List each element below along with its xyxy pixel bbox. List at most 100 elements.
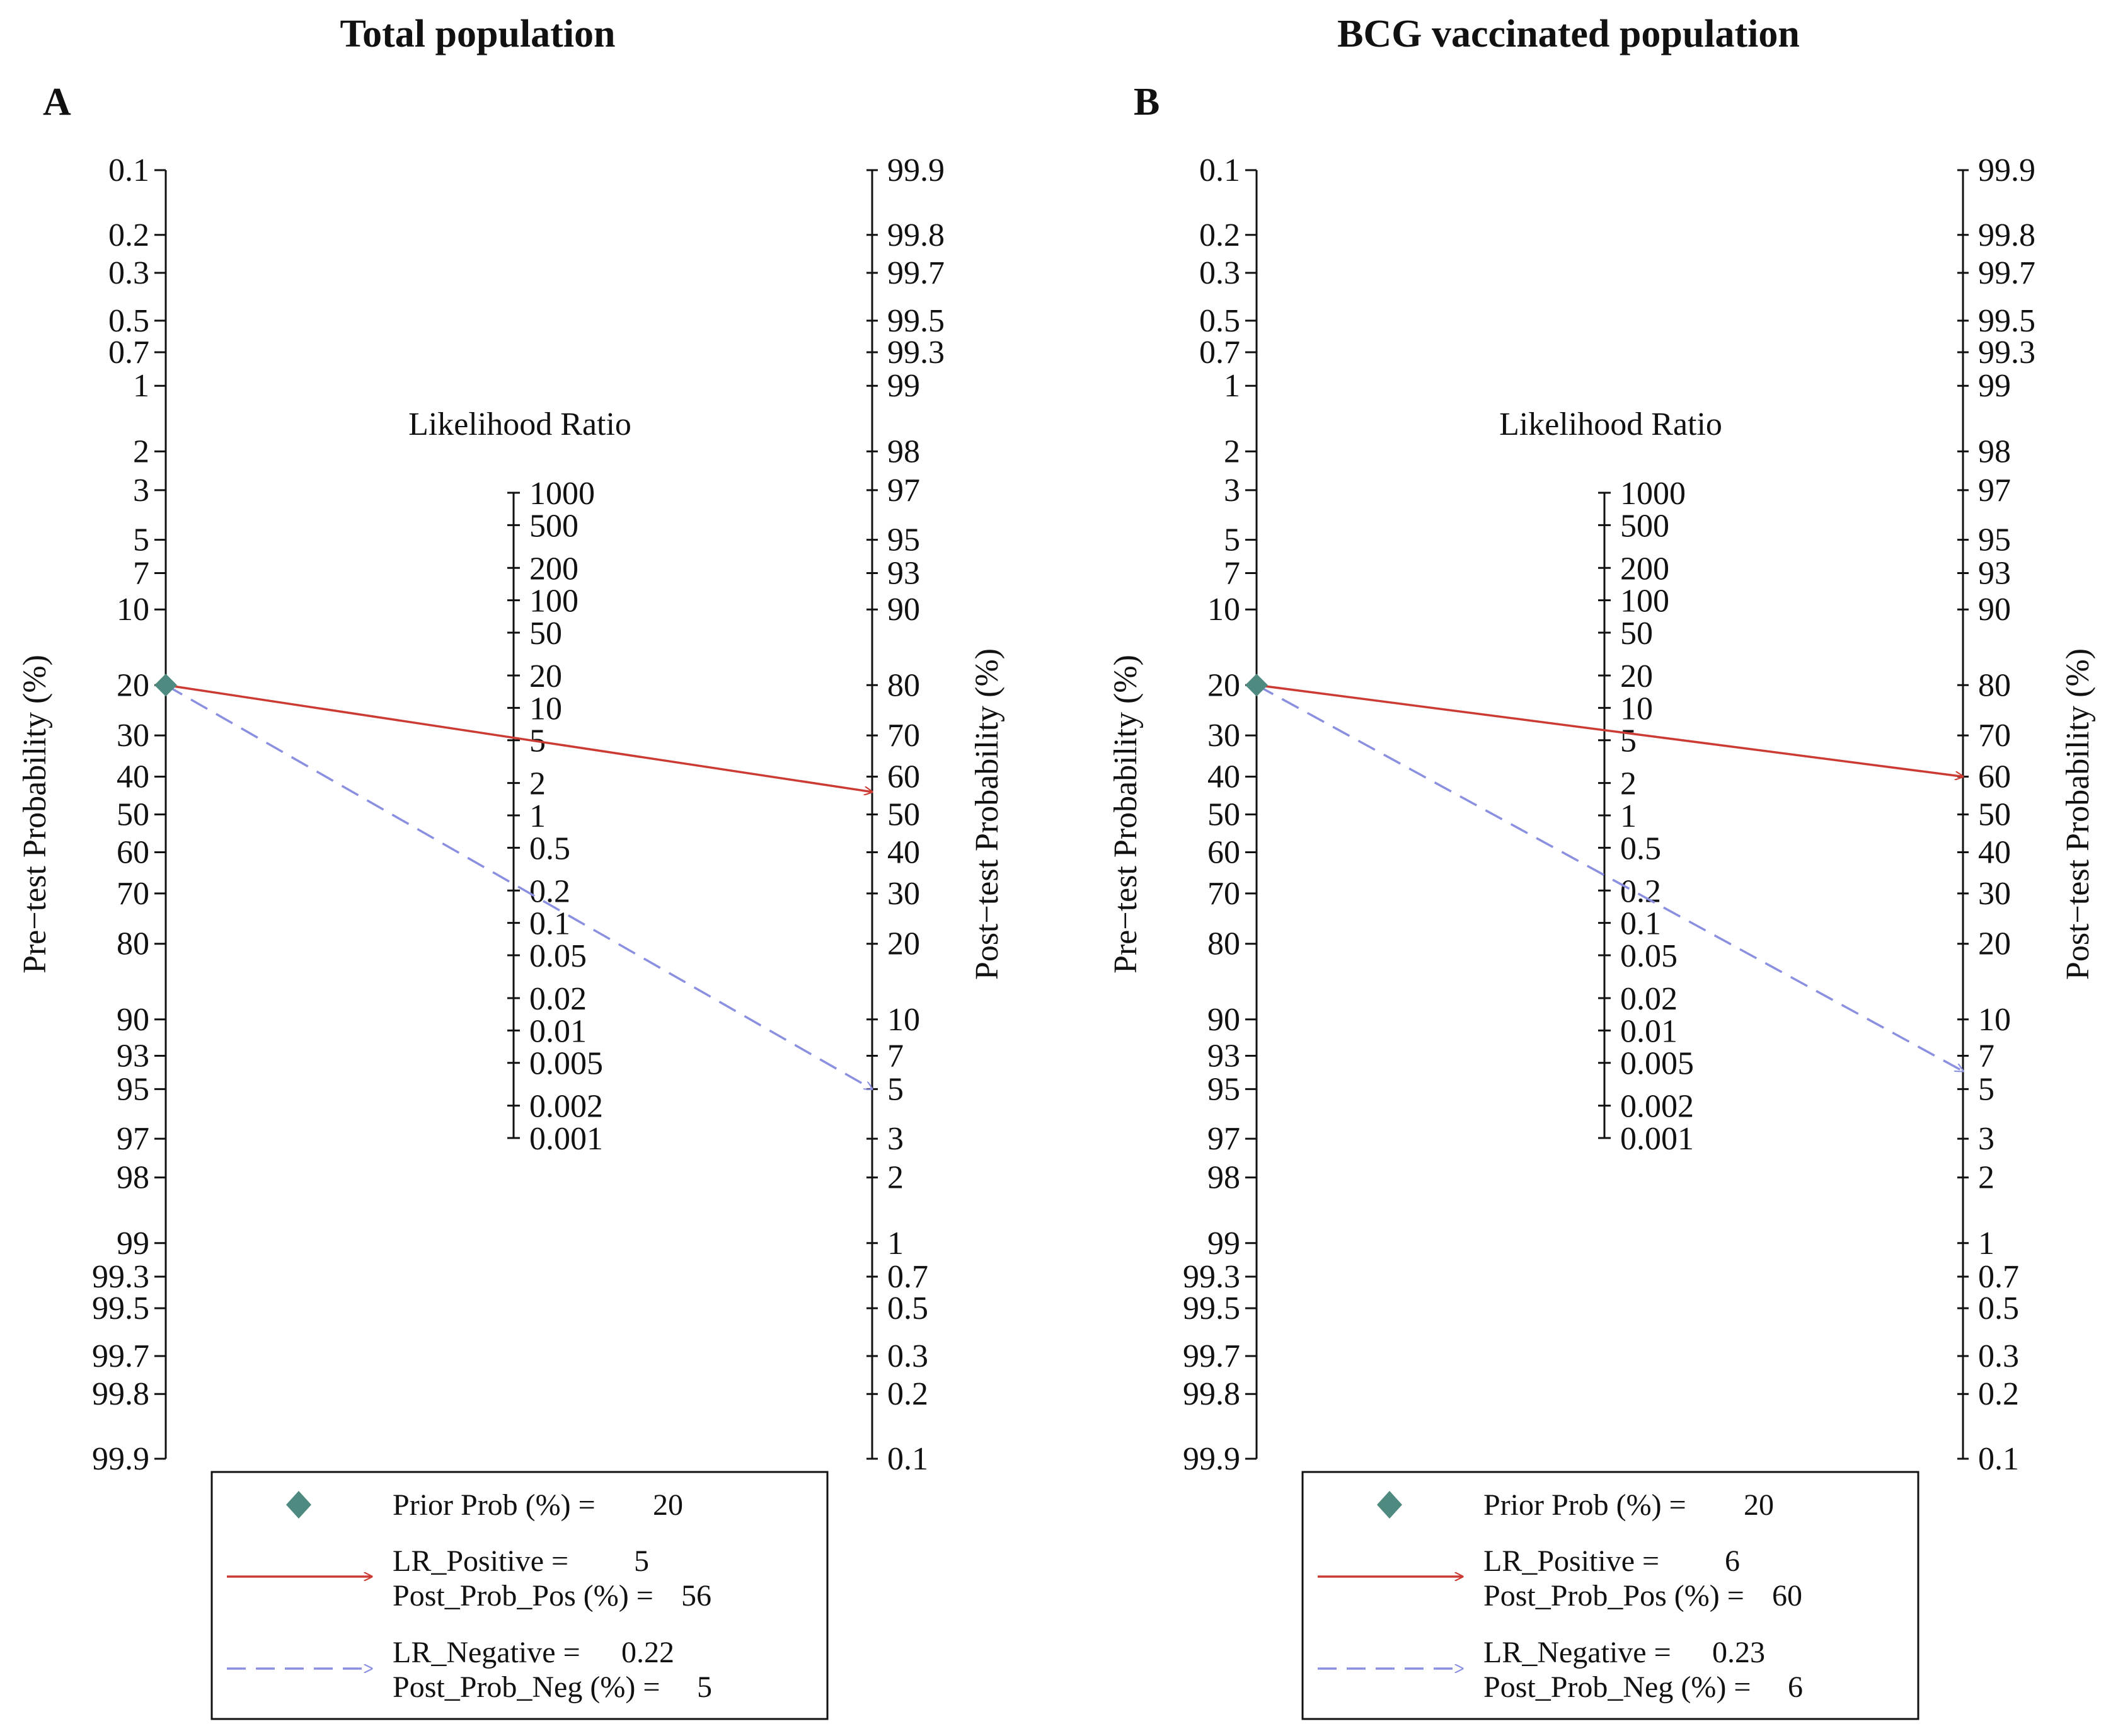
post-test-tick-label: 0.1 [1978, 1441, 2019, 1477]
lr-tick-label: 5 [1620, 723, 1637, 759]
pre-test-tick-label: 30 [117, 718, 149, 754]
pre-test-tick-label: 1 [133, 368, 149, 404]
panel-a: Total populationA0.10.20.30.50.712357102… [17, 13, 1005, 1720]
post-test-tick-label: 0.7 [887, 1259, 928, 1295]
lr-tick-label: 0.002 [529, 1089, 603, 1125]
lr-positive-line [165, 684, 872, 792]
pre-test-tick-label: 40 [1207, 759, 1240, 795]
post-test-tick-label: 99.9 [887, 152, 945, 188]
pre-test-tick-label: 1 [1224, 368, 1240, 404]
panel-letter: A [43, 81, 71, 124]
pre-test-tick-label: 0.5 [108, 303, 149, 339]
post-test-tick-label: 40 [1978, 835, 2011, 871]
legend-lr-negative-value: 0.23 [1712, 1636, 1765, 1669]
post-test-tick-label: 80 [887, 667, 920, 703]
post-test-tick-label: 95 [1978, 522, 2011, 558]
post-test-tick-label: 50 [887, 797, 920, 833]
post-test-tick-label: 5 [887, 1071, 904, 1107]
lr-tick-label: 100 [529, 583, 578, 619]
post-test-tick-label: 93 [887, 556, 920, 592]
pre-test-tick-label: 50 [1207, 797, 1240, 833]
pre-test-tick-label: 80 [1207, 926, 1240, 962]
pre-test-tick-label: 40 [117, 759, 149, 795]
legend-box [210, 1471, 829, 1720]
post-test-tick-label: 30 [887, 876, 920, 912]
post-test-tick-label: 90 [1978, 592, 2011, 628]
legend-lr-negative-label: LR_Negative = [1483, 1636, 1671, 1669]
pre-test-tick-label: 50 [117, 797, 149, 833]
lr-tick-label: 100 [1620, 583, 1669, 619]
post-test-tick-label: 0.3 [1978, 1338, 2019, 1374]
post-test-tick-label: 20 [1978, 926, 2011, 962]
post-test-tick-label: 3 [1978, 1121, 1994, 1157]
pre-test-tick-label: 0.2 [108, 217, 149, 253]
pre-test-tick-label: 30 [1207, 718, 1240, 754]
post-test-tick-label: 10 [887, 1002, 920, 1038]
pre-test-tick-label: 99.5 [92, 1291, 149, 1326]
legend-prior-marker [1377, 1491, 1402, 1519]
post-test-tick-label: 99.3 [887, 335, 945, 371]
legend-lr-negative-label: LR_Negative = [393, 1636, 580, 1669]
legend-post-neg-label: Post_Prob_Neg (%) = [1483, 1670, 1751, 1704]
post-test-tick-label: 3 [887, 1121, 904, 1157]
lr-tick-label: 0.01 [1620, 1013, 1678, 1049]
post-test-tick-label: 7 [887, 1038, 904, 1074]
chart-title: Total population [340, 13, 615, 55]
lr-tick-label: 0.001 [529, 1121, 603, 1157]
legend-prior-label: Prior Prob (%) = [1483, 1488, 1686, 1522]
pre-test-tick-label: 90 [117, 1002, 149, 1038]
lr-tick-label: 1000 [529, 476, 595, 512]
post-test-tick-label: 90 [887, 592, 920, 628]
post-test-tick-label: 0.3 [887, 1338, 928, 1374]
pre-test-tick-label: 99 [117, 1226, 149, 1262]
post-test-axis-label: Post−test Probability (%) [2060, 648, 2096, 980]
pre-test-tick-label: 99.7 [92, 1338, 149, 1374]
pre-test-tick-label: 0.3 [1199, 255, 1240, 291]
lr-negative-line [165, 684, 872, 1089]
lr-tick-label: 2 [529, 766, 546, 802]
post-test-tick-label: 95 [887, 522, 920, 558]
post-test-tick-label: 0.2 [1978, 1376, 2019, 1412]
lr-tick-label: 1 [1620, 798, 1637, 834]
legend-lr-positive-value: 5 [634, 1544, 649, 1578]
post-test-tick-label: 1 [1978, 1226, 1994, 1262]
lr-tick-label: 1 [529, 798, 546, 834]
post-test-tick-label: 2 [1978, 1160, 1994, 1196]
prior-prob-marker [1245, 674, 1268, 697]
lr-tick-label: 0.05 [529, 938, 587, 974]
legend-lr-negative-value: 0.22 [621, 1636, 674, 1669]
post-test-tick-label: 99.8 [887, 217, 945, 253]
post-test-tick-label: 98 [1978, 434, 2011, 469]
pre-test-tick-label: 10 [1207, 592, 1240, 628]
pre-test-tick-label: 98 [1207, 1160, 1240, 1196]
lr-tick-label: 1000 [1620, 476, 1686, 512]
lr-tick-label: 200 [1620, 551, 1669, 587]
lr-tick-label: 0.02 [1620, 981, 1678, 1017]
post-test-tick-label: 70 [1978, 718, 2011, 754]
post-test-tick-label: 20 [887, 926, 920, 962]
pre-test-tick-label: 95 [1207, 1071, 1240, 1107]
post-test-tick-label: 50 [1978, 797, 2011, 833]
pre-test-tick-label: 0.1 [1199, 152, 1240, 188]
lr-negative-line [1256, 684, 1963, 1071]
legend-prior-value: 20 [653, 1488, 683, 1522]
pre-test-tick-label: 10 [117, 592, 149, 628]
pre-test-tick-label: 99.7 [1183, 1338, 1240, 1374]
pre-test-tick-label: 60 [117, 835, 149, 871]
pre-test-tick-label: 80 [117, 926, 149, 962]
lr-tick-label: 0.2 [529, 873, 570, 909]
post-test-axis-label: Post−test Probability (%) [969, 648, 1005, 980]
legend-lr-positive-label: LR_Positive = [1483, 1544, 1659, 1578]
lr-tick-label: 0.01 [529, 1013, 587, 1049]
pre-test-tick-label: 2 [1224, 434, 1240, 469]
lr-tick-label: 0.005 [529, 1046, 603, 1082]
pre-test-tick-label: 0.2 [1199, 217, 1240, 253]
post-test-tick-label: 5 [1978, 1071, 1994, 1107]
legend-box [1301, 1471, 1919, 1720]
pre-test-tick-label: 0.1 [108, 152, 149, 188]
pre-test-tick-label: 99.3 [1183, 1259, 1240, 1295]
legend-post-pos-value: 56 [681, 1579, 711, 1612]
legend-post-pos-label: Post_Prob_Pos (%) = [393, 1579, 653, 1612]
post-test-tick-label: 10 [1978, 1002, 2011, 1038]
